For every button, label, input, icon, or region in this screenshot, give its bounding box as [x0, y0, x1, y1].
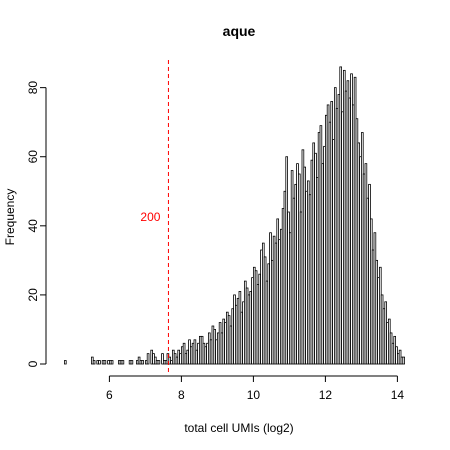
histogram-bar: [121, 360, 125, 365]
x-axis-label: total cell UMIs (log2): [184, 421, 293, 435]
y-tick-label: 80: [26, 81, 40, 95]
histogram-bars: [64, 66, 405, 365]
histogram-bar: [141, 360, 145, 365]
y-tick-label: 0: [26, 360, 40, 367]
x-tick-label: 10: [247, 388, 261, 402]
y-axis: 0 20 40 60 80: [26, 81, 47, 367]
histogram-bar: [402, 356, 405, 365]
y-tick-label: 60: [26, 150, 40, 164]
histogram-bar: [157, 360, 161, 365]
histogram-bar: [110, 360, 114, 365]
y-tick-label: 20: [26, 288, 40, 302]
x-tick-label: 14: [391, 388, 405, 402]
x-tick-label: 8: [178, 388, 185, 402]
x-axis: 6 8 10 12 14: [106, 375, 405, 402]
y-tick-label: 40: [26, 219, 40, 233]
x-tick-label: 12: [319, 388, 333, 402]
histogram-bar: [103, 360, 107, 365]
histogram-bar: [130, 360, 134, 365]
threshold-marker: 200: [140, 60, 169, 372]
histogram-bar: [161, 353, 164, 365]
chart-title: aque: [223, 23, 256, 39]
histogram-bar: [98, 360, 101, 365]
histogram-bar: [64, 360, 67, 365]
threshold-label: 200: [140, 210, 160, 224]
y-axis-label: Frequency: [3, 189, 17, 246]
histogram-bar: [92, 360, 96, 365]
histogram-bar: [146, 353, 150, 365]
x-tick-label: 6: [106, 388, 113, 402]
